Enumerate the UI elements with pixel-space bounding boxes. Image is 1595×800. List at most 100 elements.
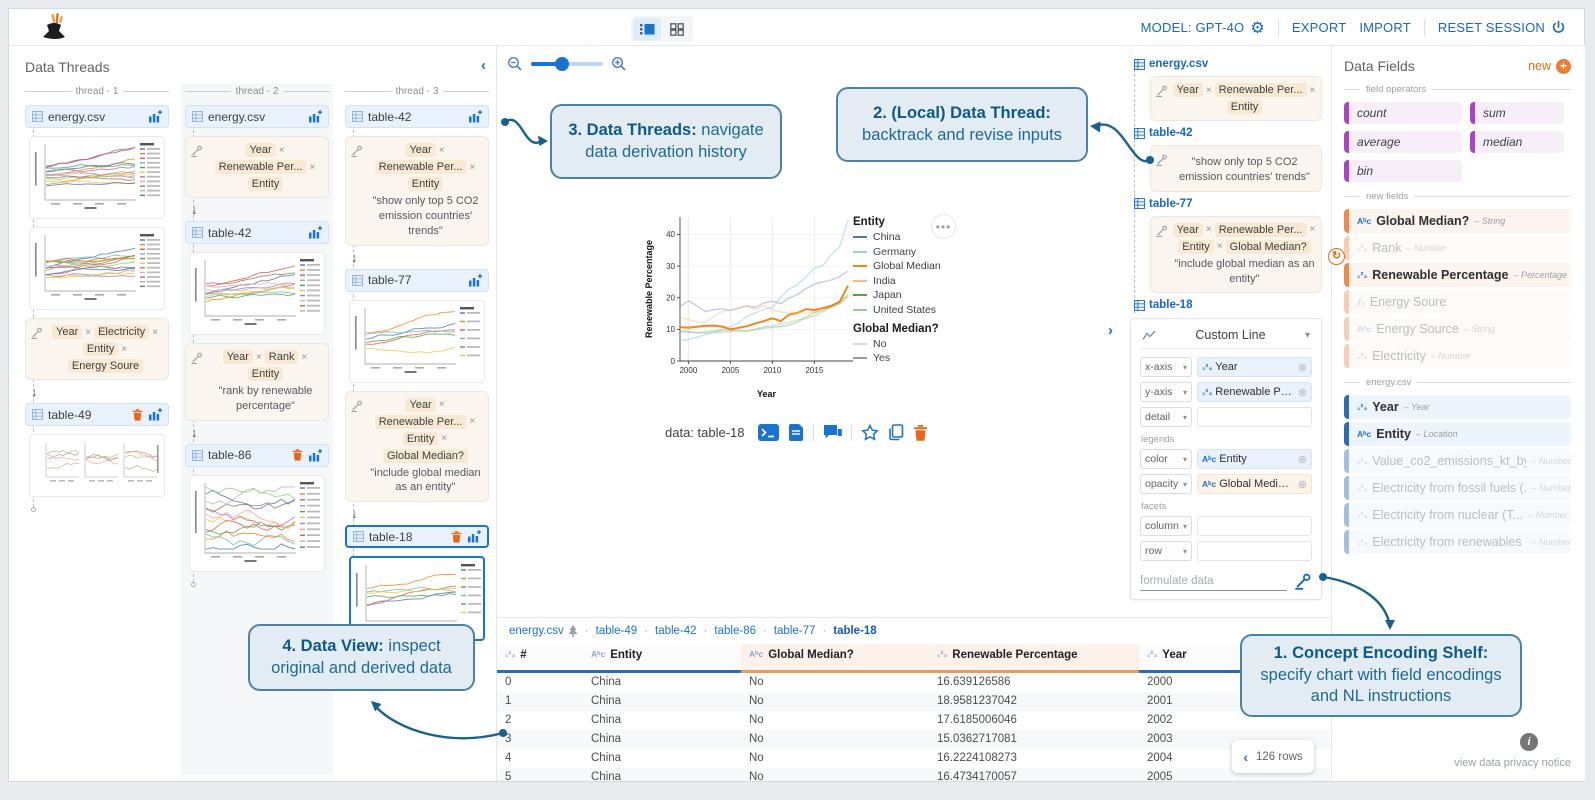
channel-select[interactable]: color ▾ <box>1140 449 1192 469</box>
add-chart-icon[interactable] <box>148 110 162 123</box>
thread-table-card[interactable]: table-42 <box>185 221 329 244</box>
code-terminal-icon[interactable] <box>757 424 779 441</box>
data-field[interactable]: ₁²₃ Rank – Number <box>1344 236 1571 260</box>
shelf-collapse-icon[interactable]: › <box>1108 322 1113 339</box>
field-chip[interactable]: Entity <box>82 342 119 356</box>
field-chip[interactable]: Year <box>222 350 253 364</box>
table-tab-energy.csv[interactable]: energy.csv <box>509 625 578 637</box>
data-field[interactable]: ƒₓ Energy Soure <box>1344 290 1571 314</box>
table-row[interactable]: 2 China No 17.6185006046 2002 <box>497 711 1330 730</box>
table-row[interactable]: 1 China No 18.9581237042 2001 <box>497 692 1330 711</box>
field-chip[interactable]: Renewable Per... <box>374 414 467 429</box>
field-operator-average[interactable]: average <box>1344 131 1462 153</box>
table-tab-table-42[interactable]: table-42 <box>655 625 697 637</box>
transformation-card[interactable]: Year × Renewable Per... × Entity <box>1150 76 1322 121</box>
encoding-field-slot[interactable]: Aᵇc Entity ⊗ <box>1197 449 1312 469</box>
field-chip[interactable]: Entity <box>402 431 439 446</box>
data-field[interactable]: ₁²₃ Electricity from renewables ... – Numb… <box>1344 530 1571 554</box>
encoding-field-slot[interactable]: Aᵇc Global Median? ⊗ <box>1197 474 1312 494</box>
add-chart-icon[interactable] <box>308 226 322 239</box>
field-chip[interactable]: Entity <box>1178 239 1214 254</box>
field-chip[interactable]: Year <box>245 143 276 157</box>
field-chip[interactable]: Entity <box>247 177 284 191</box>
remove-field-icon[interactable]: × <box>309 161 316 173</box>
local-thread-table-link[interactable]: table-77 <box>1134 198 1322 210</box>
import-button[interactable]: IMPORT <box>1359 20 1411 35</box>
clear-field-icon[interactable]: ⊗ <box>1297 361 1307 374</box>
transformation-card[interactable]: Year × Renewable Per... × Entity <box>185 136 329 198</box>
field-chip[interactable]: Energy Soure <box>67 359 144 373</box>
table-row[interactable]: 0 China No 16.639126586 2000 <box>497 673 1330 692</box>
remove-field-icon[interactable]: × <box>438 144 445 156</box>
channel-select[interactable]: row ▾ <box>1140 541 1192 561</box>
add-chart-icon[interactable] <box>308 110 322 123</box>
main-chart[interactable]: 0 10 20 30 40 2000 2005 2010 2015 Year Renewable P… <box>643 208 861 409</box>
column-header-#[interactable]: ₁²₃ # <box>497 644 583 673</box>
table-row[interactable]: 3 China No 15.0362717081 2003 <box>497 730 1330 749</box>
column-header-Global Median?[interactable]: Aᵇc Global Median? <box>741 644 929 673</box>
field-chip[interactable]: Year <box>1172 83 1203 97</box>
table-row[interactable]: 4 China No 16.2224108273 2004 <box>497 749 1330 768</box>
field-chip[interactable]: Entity <box>1226 100 1263 114</box>
data-field[interactable]: Aᵇc Energy Source – String <box>1344 317 1571 341</box>
thread-table-card[interactable]: table-42 <box>345 105 489 128</box>
chart-thumbnail[interactable] <box>349 299 485 383</box>
gear-icon[interactable]: ⚙ <box>1250 19 1265 37</box>
field-chip[interactable]: Rank <box>264 350 299 364</box>
privacy-notice-link[interactable]: view data privacy notice <box>1454 757 1571 769</box>
collapse-panel-icon[interactable]: ‹ <box>481 57 486 74</box>
legend-entry[interactable]: Japan <box>853 289 941 301</box>
field-chip[interactable]: Entity <box>407 177 444 191</box>
add-chart-icon[interactable] <box>468 110 482 123</box>
chart-thumbnail[interactable] <box>189 252 325 335</box>
field-chip[interactable]: Year <box>52 325 83 339</box>
row-pager[interactable]: ‹ 126 rows <box>1232 740 1314 773</box>
thread-table-card[interactable]: table-49 <box>25 403 169 426</box>
remove-field-icon[interactable]: × <box>255 351 262 363</box>
reset-session-button[interactable]: RESET SESSION <box>1438 20 1566 35</box>
data-field[interactable]: ₁²₃ Electricity from nuclear (T... – Numbe… <box>1344 503 1571 527</box>
data-field[interactable]: ₁²₃ Year – Year <box>1344 395 1571 419</box>
export-button[interactable]: EXPORT <box>1291 20 1347 35</box>
chart-thumbnail[interactable] <box>29 227 165 310</box>
remove-field-icon[interactable]: × <box>1216 241 1223 253</box>
legend-entry[interactable]: China <box>853 231 941 243</box>
remove-field-icon[interactable]: × <box>438 399 445 411</box>
chart-more-button[interactable]: ••• <box>931 214 956 239</box>
remove-field-icon[interactable]: × <box>152 326 158 338</box>
field-chip[interactable]: Year <box>405 143 436 157</box>
channel-select[interactable]: x-axis ▾ <box>1140 357 1192 377</box>
model-button[interactable]: MODEL: GPT-4O ⚙ <box>1141 18 1265 38</box>
data-field[interactable]: Aᵇc Global Median? – String <box>1344 209 1571 233</box>
document-icon[interactable] <box>788 424 804 441</box>
power-icon[interactable] <box>1551 20 1566 35</box>
clear-field-icon[interactable]: ⊗ <box>1297 453 1307 466</box>
add-chart-icon[interactable] <box>468 273 482 287</box>
field-chip[interactable]: Renewable Per... <box>374 160 467 174</box>
clear-field-icon[interactable]: ⊗ <box>1297 386 1307 399</box>
thread-table-card[interactable]: table-86 <box>185 443 329 467</box>
transformation-card[interactable]: Year × Rank × Entity "rank by renewable perce… <box>185 343 329 421</box>
chat-icon[interactable] <box>823 424 842 441</box>
field-chip[interactable]: Renewable Per... <box>1214 222 1307 237</box>
field-operator-bin[interactable]: bin <box>1344 160 1462 182</box>
trash-icon[interactable] <box>451 530 462 543</box>
delete-chart-icon[interactable] <box>913 424 928 441</box>
field-operator-median[interactable]: median <box>1470 131 1564 153</box>
legend-entry[interactable]: Global Median <box>853 260 941 272</box>
remove-field-icon[interactable]: × <box>469 416 476 428</box>
data-field[interactable]: ₁²₃ Value_co2_emissions_kt_by... – Number <box>1344 449 1571 473</box>
remove-field-icon[interactable]: × <box>1309 224 1316 236</box>
table-tab-table-49[interactable]: table-49 <box>595 625 638 637</box>
field-chip[interactable]: Year <box>405 397 436 412</box>
remove-field-icon[interactable]: × <box>301 351 308 363</box>
local-thread-table-link[interactable]: table-42 <box>1134 127 1322 139</box>
remove-field-icon[interactable]: × <box>1309 84 1316 96</box>
formulate-data-input[interactable]: formulate data <box>1140 575 1287 591</box>
encoding-field-slot[interactable] <box>1197 541 1312 561</box>
formulate-run-icon[interactable] <box>1293 573 1312 591</box>
field-operator-count[interactable]: count <box>1344 102 1462 124</box>
local-thread-table-link[interactable]: table-18 <box>1134 299 1322 311</box>
zoom-slider-thumb[interactable] <box>555 57 569 71</box>
field-chip[interactable]: Electricity <box>94 325 150 339</box>
